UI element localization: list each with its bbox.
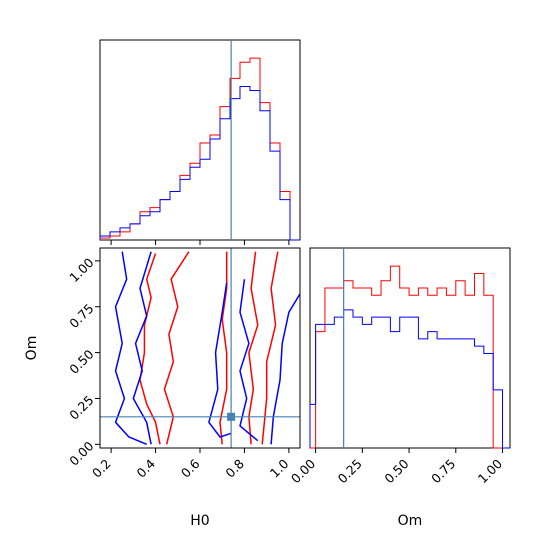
contour-line-2 bbox=[163, 251, 190, 445]
contour-line-1 bbox=[139, 253, 161, 445]
om-x-tick-label-4: 1.00 bbox=[475, 456, 505, 486]
om-y-tick-label-0: 0.00 bbox=[66, 438, 96, 468]
om-x-ticks bbox=[315, 448, 504, 453]
om-histogram-series-2 bbox=[309, 309, 510, 449]
h0-tick-label-3: 0.8 bbox=[222, 456, 247, 481]
panel-h0-om-joint: 0.2 0.4 0.6 0.8 1.0 0.000.250.500.751.00 H0 … bbox=[24, 247, 301, 529]
contour-line-4 bbox=[248, 251, 259, 445]
om-x-axis-label: Om bbox=[398, 513, 423, 529]
panel-h0-marginal bbox=[99, 39, 301, 245]
contour-line-6 bbox=[114, 251, 147, 446]
panel-om-marginal: 0.00 0.25 0.50 0.75 1.00 Om bbox=[288, 247, 511, 529]
om-x-tick-label-2: 0.50 bbox=[381, 456, 411, 486]
contour-line-3 bbox=[219, 251, 228, 445]
contour-line-5 bbox=[261, 251, 279, 445]
om-y-tick-label-1: 0.25 bbox=[66, 392, 96, 422]
om-x-tick-label-0: 0.00 bbox=[288, 456, 318, 486]
om-y-tick-labels: 0.00 0.25 0.50 0.75 1.00 bbox=[66, 255, 96, 469]
om-y-tick-label-4: 1.00 bbox=[66, 255, 96, 285]
om-histograms bbox=[309, 265, 510, 449]
h0-tick-label-0: 0.2 bbox=[89, 456, 114, 481]
om-x-tick-label-3: 0.75 bbox=[428, 456, 458, 486]
om-y-ticks bbox=[95, 260, 100, 445]
om-y-tick-label-3: 0.75 bbox=[66, 301, 96, 331]
om-histogram-series-1 bbox=[310, 265, 510, 449]
contour-line-9 bbox=[239, 279, 259, 442]
h0-x-ticks bbox=[110, 448, 290, 453]
panel-om-marginal-frame bbox=[309, 247, 511, 449]
contour-line-10 bbox=[270, 293, 300, 445]
h0-histograms bbox=[99, 57, 300, 241]
h0-x-axis-label: H0 bbox=[190, 513, 209, 529]
h0-tick-label-1: 0.4 bbox=[133, 456, 158, 481]
truth-point-marker bbox=[227, 412, 236, 421]
om-x-tick-label-1: 0.25 bbox=[335, 456, 365, 486]
contour-line-7 bbox=[132, 251, 152, 445]
h0-x-tick-labels: 0.2 0.4 0.6 0.8 1.0 bbox=[89, 456, 291, 481]
h0-tick-label-2: 0.6 bbox=[178, 456, 203, 481]
om-x-tick-labels: 0.00 0.25 0.50 0.75 1.00 bbox=[288, 456, 505, 486]
h0-histogram-series-2 bbox=[99, 85, 300, 241]
om-y-axis-label: Om bbox=[24, 336, 40, 361]
h0-marginal-ticks bbox=[110, 240, 290, 245]
contours bbox=[114, 251, 300, 446]
contour-line-8 bbox=[208, 282, 232, 438]
om-y-tick-label-2: 0.50 bbox=[66, 347, 96, 377]
